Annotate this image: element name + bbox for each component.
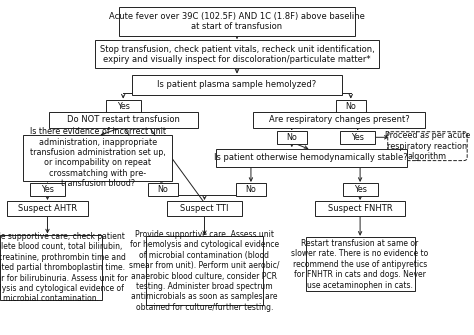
Text: No: No	[346, 102, 356, 111]
Text: Is patient otherwise hemodynamically stable?: Is patient otherwise hemodynamically sta…	[214, 153, 408, 162]
FancyBboxPatch shape	[23, 135, 172, 181]
FancyBboxPatch shape	[146, 237, 263, 306]
FancyBboxPatch shape	[343, 183, 377, 196]
Text: Suspect TTI: Suspect TTI	[180, 204, 229, 213]
FancyBboxPatch shape	[49, 112, 198, 128]
Text: Acute fever over 39C (102.5F) AND 1C (1.8F) above baseline
at start of transfusi: Acute fever over 39C (102.5F) AND 1C (1.…	[109, 12, 365, 31]
FancyBboxPatch shape	[0, 235, 102, 300]
FancyBboxPatch shape	[95, 40, 379, 68]
FancyBboxPatch shape	[340, 131, 375, 144]
Text: Yes: Yes	[351, 133, 364, 142]
Text: No: No	[246, 185, 256, 194]
Text: Restart transfusion at same or
slower rate. There is no evidence to
recommend th: Restart transfusion at same or slower ra…	[292, 239, 428, 290]
FancyBboxPatch shape	[132, 75, 341, 94]
FancyBboxPatch shape	[167, 201, 242, 216]
Text: Yes: Yes	[354, 185, 366, 194]
Text: Provide supportive care. Assess unit
for hemolysis and cytological evidence
of m: Provide supportive care. Assess unit for…	[129, 230, 280, 312]
FancyBboxPatch shape	[106, 100, 141, 114]
FancyBboxPatch shape	[336, 100, 366, 114]
FancyBboxPatch shape	[30, 183, 65, 196]
FancyBboxPatch shape	[118, 7, 356, 36]
Text: Yes: Yes	[117, 102, 129, 111]
FancyBboxPatch shape	[147, 183, 178, 196]
FancyBboxPatch shape	[306, 237, 415, 291]
FancyBboxPatch shape	[315, 201, 405, 216]
FancyBboxPatch shape	[236, 183, 266, 196]
Text: No: No	[157, 185, 168, 194]
FancyBboxPatch shape	[253, 112, 425, 128]
Text: Suspect FNHTR: Suspect FNHTR	[328, 204, 392, 213]
FancyBboxPatch shape	[388, 132, 467, 160]
Text: Do NOT restart transfusion: Do NOT restart transfusion	[67, 115, 180, 124]
Text: Proceed as per acute
respiratory reaction
algorithm: Proceed as per acute respiratory reactio…	[385, 131, 470, 161]
Text: Suspect AHTR: Suspect AHTR	[18, 204, 77, 213]
Text: Is patient plasma sample hemolyzed?: Is patient plasma sample hemolyzed?	[157, 80, 317, 89]
Text: Stop transfusion, check patient vitals, recheck unit identification,
expiry and : Stop transfusion, check patient vitals, …	[100, 45, 374, 64]
Text: Is there evidence of incorrect unit
administration, inappropriate
transfusion ad: Is there evidence of incorrect unit admi…	[30, 127, 165, 188]
Text: Are respiratory changes present?: Are respiratory changes present?	[269, 115, 410, 124]
Text: No: No	[286, 133, 297, 142]
FancyBboxPatch shape	[7, 201, 88, 216]
FancyBboxPatch shape	[277, 131, 307, 144]
FancyBboxPatch shape	[216, 149, 407, 167]
Text: Yes: Yes	[41, 185, 54, 194]
Text: Provide supportive care, check patient
complete blood count, total bilirubin,
ur: Provide supportive care, check patient c…	[0, 232, 128, 303]
